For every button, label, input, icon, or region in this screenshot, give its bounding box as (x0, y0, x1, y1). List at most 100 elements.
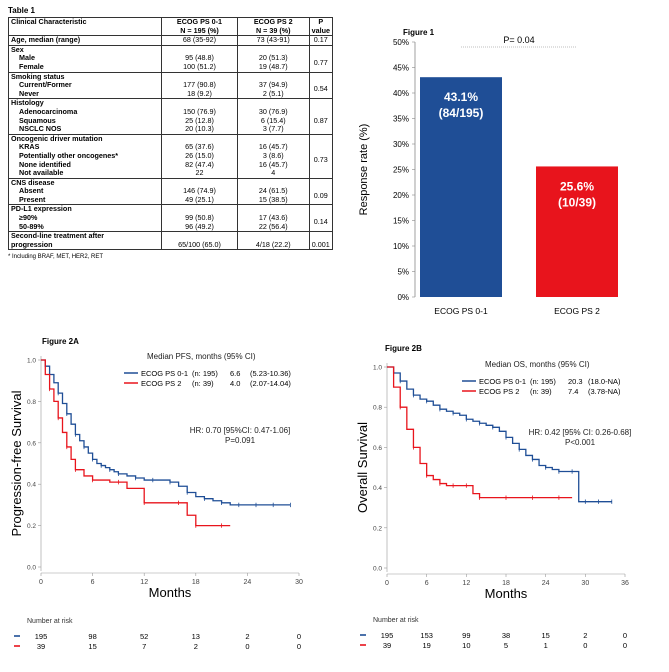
risk-value: 39 (37, 642, 45, 651)
y-tick-label: 20% (393, 191, 409, 200)
y-tick-label: 0.4 (27, 482, 36, 489)
bar-data-label: (10/39) (558, 195, 596, 209)
value-ecog-01: 99 (50.8) 96 (49.2) (161, 204, 238, 233)
chart-title: Figure 2A (42, 337, 79, 346)
risk-value: 98 (88, 632, 96, 641)
header-ecog-01: ECOG PS 0-1 N = 195 (%) (161, 16, 238, 37)
risk-value: 13 (192, 632, 200, 641)
hr-stat: HR: 0.70 [95%CI: 0.47-1.06] (190, 426, 291, 435)
x-tick-label: 12 (140, 579, 148, 586)
p-value: 0.14 (308, 204, 334, 233)
x-tick-label: ECOG PS 0-1 (434, 306, 488, 316)
y-tick-label: 0.0 (27, 565, 36, 572)
legend-name: ECOG PS 2 (479, 387, 519, 396)
y-tick-label: 0.6 (373, 445, 382, 452)
table-row: CNS disease Absent Present 146 (74.9) 49 (2… (7, 177, 334, 206)
x-axis-label: Months (149, 585, 192, 600)
risk-table-title: Number at risk (373, 617, 419, 624)
table-title: Table 1 (8, 6, 35, 15)
group-item: Potentially other oncogenes* (19, 150, 119, 160)
group-item: ≥90% (19, 213, 38, 223)
legend-median: 4.0 (230, 379, 240, 388)
chart-title: Figure 1 (403, 28, 435, 37)
x-tick-label: 18 (192, 579, 200, 586)
legend-title: Median OS, months (95% CI) (485, 360, 590, 369)
value-ecog-01-text: 68 (35-92) (182, 35, 217, 45)
y-tick-label: 45% (393, 64, 409, 73)
header-p-value: P value (308, 16, 334, 37)
risk-value: 52 (140, 632, 148, 641)
y-axis-label: Progression-free Survival (9, 390, 24, 536)
hr-stat: P=0.091 (225, 436, 256, 445)
table-row: Sex Male Female 95 (48.8) 100 (51.2) 20 (51.… (7, 44, 334, 73)
p-value-text: 0.73 (313, 155, 328, 165)
row-characteristic: Age, median (range) (7, 35, 163, 46)
x-tick-label: 0 (385, 580, 389, 587)
p-value-annotation: P= 0.04 (503, 35, 534, 45)
y-tick-label: 0.4 (373, 485, 382, 492)
group-item: Adenocarcinoma (19, 106, 78, 116)
x-tick-label: 24 (542, 580, 550, 587)
figure-2b-km-chart: Figure 2B0.00.20.40.60.81.00 6 12 18 24 30 36M… (355, 344, 632, 650)
y-tick-label: 0.2 (27, 523, 36, 530)
risk-value: 15 (541, 631, 549, 640)
value-ecog-01-text: 65/100 (65.0) (178, 239, 221, 249)
p-value-text: 0.001 (311, 239, 330, 249)
group-title: PD-L1 expression (11, 204, 72, 214)
row-characteristic: Second-line treatment after progression (7, 231, 163, 251)
risk-value: 5 (504, 641, 508, 650)
group-item: Current/Former (19, 80, 72, 90)
y-tick-label: 5% (397, 268, 409, 277)
group-title: Sex (11, 44, 24, 54)
group-item: None identified (19, 159, 71, 169)
x-tick-label: 6 (425, 580, 429, 587)
row-characteristic: Histology Adenocarcinoma Squamous NSCLC NOS (7, 98, 163, 135)
y-tick-label: 30% (393, 140, 409, 149)
value-ecog-01: 65/100 (65.0) (161, 231, 238, 251)
risk-value: 0 (623, 641, 627, 650)
value-ecog-2-text: 17 (43.6) 22 (56.4) (258, 213, 288, 231)
risk-value: 2 (194, 642, 198, 651)
row-characteristic: Sex Male Female (7, 44, 163, 73)
legend-ci: (2.07-14.04) (250, 379, 291, 388)
risk-value: 38 (502, 631, 510, 640)
p-value: 0.73 (308, 133, 334, 179)
value-ecog-2: 73 (43-91) (236, 35, 310, 46)
group-title: Oncogenic driver mutation (11, 133, 103, 143)
legend-median: 20.3 (568, 377, 583, 386)
x-tick-label: 18 (502, 580, 510, 587)
group-item: 50-89% (19, 221, 44, 231)
km-curve-ecog-2 (41, 359, 231, 527)
value-ecog-2-text: 73 (43-91) (256, 35, 290, 45)
value-ecog-2: 24 (61.5) 15 (38.5) (236, 177, 310, 206)
hr-stat: HR: 0.42 [95% CI: 0.26-0.68] (529, 428, 632, 437)
p-value: 0.54 (308, 71, 334, 100)
value-ecog-2-text: 20 (51.3) 19 (48.7) (258, 53, 288, 71)
risk-value: 195 (381, 631, 394, 640)
y-tick-label: 25% (393, 166, 409, 175)
group-item: Never (19, 88, 39, 98)
value-ecog-2: 30 (76.9) 6 (15.4) 3 (7.7) (236, 98, 310, 135)
header-ecog-2: ECOG PS 2 N = 39 (%) (236, 16, 310, 37)
x-axis-label: Months (485, 586, 528, 601)
y-tick-label: 0.8 (27, 399, 36, 406)
risk-value: 15 (88, 642, 96, 651)
risk-value: 153 (420, 631, 433, 640)
header-characteristic: Clinical Characteristic (7, 16, 163, 37)
y-tick-label: 1.0 (373, 365, 382, 372)
legend-n: (n: 39) (530, 387, 552, 396)
table-row: Smoking status Current/Former Never 177 (90… (7, 71, 334, 100)
legend-ci: (3.78-NA) (588, 387, 621, 396)
group-title: Histology (11, 98, 44, 108)
p-value-text: 0.14 (313, 217, 328, 227)
value-ecog-2: 20 (51.3) 19 (48.7) (236, 44, 310, 73)
group-item: Absent (19, 186, 44, 196)
risk-value: 0 (297, 642, 301, 651)
table-footnote: * Including BRAF, MET, HER2, RET (8, 254, 104, 261)
p-value-text: 0.77 (313, 57, 328, 67)
y-tick-label: 0.2 (373, 525, 382, 532)
p-value: 0.77 (308, 44, 334, 73)
risk-value: 0 (245, 642, 249, 651)
legend-median: 7.4 (568, 387, 578, 396)
y-axis-label: Overall Survival (355, 422, 370, 513)
